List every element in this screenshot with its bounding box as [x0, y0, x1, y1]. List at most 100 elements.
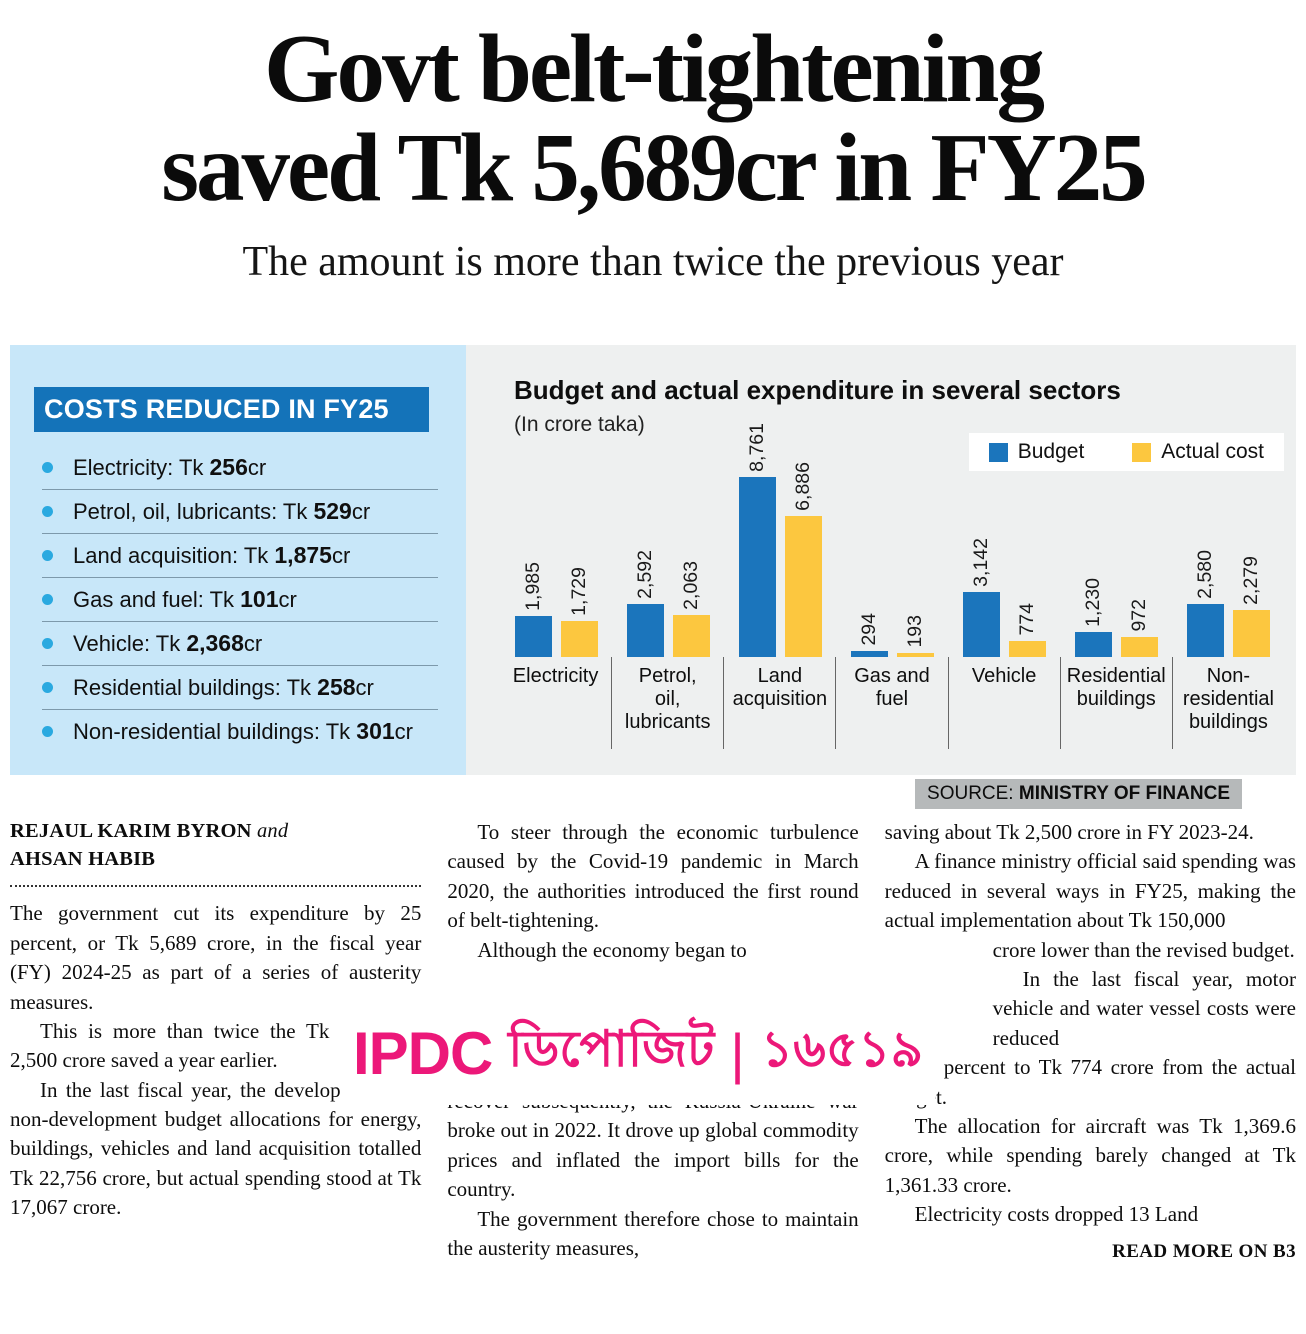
bar-with-label: 2,063 [672, 561, 710, 657]
bar-budget [962, 592, 1000, 657]
cost-item: Residential buildings: Tk 258cr [42, 666, 438, 710]
chart-subtitle: (In crore taka) [514, 413, 645, 436]
bullet-icon [42, 682, 53, 693]
legend-item-budget: Budget [988, 440, 1085, 464]
article-paragraph: by 75 percent to Tk 774 crore from the a… [885, 1055, 1296, 1108]
bar-actual-cost [1008, 641, 1046, 657]
article-paragraph: A finance ministry official said spendin… [884, 849, 1296, 933]
legend-item-actual-cost: Actual cost [1132, 440, 1264, 464]
bar-budget [850, 651, 888, 657]
bar-value-label: 972 [1127, 599, 1150, 632]
bullet-icon [42, 726, 53, 737]
article-paragraph: saving about Tk 2,500 crore in FY 2023-2… [884, 820, 1254, 844]
cost-text: Petrol, oil, lubricants: Tk 529cr [73, 498, 371, 524]
ad-bengali-word: ডিপোজিট [508, 1020, 715, 1077]
cost-item: Petrol, oil, lubricants: Tk 529cr [42, 490, 438, 534]
category-label: Petrol, oil, lubricants [611, 657, 723, 749]
bar-value-label: 2,279 [1239, 556, 1262, 605]
category-label: Residential buildings [1059, 657, 1172, 749]
ad-brand-text: IPDC [352, 1019, 493, 1087]
bar-actual-cost [560, 621, 598, 657]
bar-with-label: 1,985 [514, 562, 552, 657]
category-label: Gas and fuel [835, 657, 947, 749]
bar-budget [738, 477, 776, 657]
bullet-icon [42, 550, 53, 561]
bar-with-label: 2,279 [1232, 556, 1270, 657]
article-paragraph: This is more than twice the Tk 2,500 cro… [10, 1018, 330, 1073]
bar-with-label: 774 [1008, 603, 1046, 657]
bar-actual-cost [1120, 637, 1158, 657]
bar-with-label: 1,729 [560, 567, 598, 657]
category-label: Vehicle [947, 657, 1060, 749]
chart-panel: Budget and actual expenditure in several… [466, 345, 1296, 775]
article-column-3: saving about Tk 2,500 crore in FY 2023-2… [885, 818, 1296, 1266]
costs-list: Electricity: Tk 256cr Petrol, oil, lubri… [42, 446, 438, 753]
bar-value-label: 2,063 [679, 561, 702, 610]
bar-group: 1,985 1,729 [500, 562, 612, 657]
article-column-2: To steer through the economic turbulence… [447, 818, 858, 1266]
cost-text: Non-residential buildings: Tk 301cr [73, 718, 413, 744]
cost-text: Electricity: Tk 256cr [73, 454, 267, 480]
bar-with-label: 294 [850, 613, 888, 657]
cost-text: Gas and fuel: Tk 101cr [73, 586, 297, 612]
bar-group: 1,230 972 [1060, 578, 1172, 657]
bar-value-label: 1,985 [521, 562, 544, 611]
cost-item: Land acquisition: Tk 1,875cr [42, 534, 438, 578]
article-paragraph: The government cut its expenditure by 25… [10, 901, 422, 1014]
ad-bengali-number: ১৬৫১৯ [760, 1020, 924, 1077]
legend-swatch-actual-cost-icon [1132, 442, 1152, 462]
article-paragraph: In the last fiscal year, motor vehicle a… [992, 966, 1296, 1050]
byline-and: and [256, 820, 289, 842]
legend-swatch-budget-icon [988, 442, 1008, 462]
byline-name-2: AHSAN HABIB [10, 847, 156, 870]
bar-value-label: 3,142 [969, 538, 992, 587]
category-label: Land acquisition [723, 657, 835, 749]
cost-item: Non-residential buildings: Tk 301cr [42, 710, 438, 753]
bar-value-label: 774 [1015, 603, 1038, 636]
bar-with-label: 3,142 [962, 538, 1000, 657]
cost-text: Vehicle: Tk 2,368cr [73, 630, 263, 656]
byline-name-1: REJAUL KARIM BYRON [10, 820, 252, 842]
cost-text: Land acquisition: Tk 1,875cr [73, 542, 351, 568]
bar-group: 8,761 6,886 [724, 423, 836, 657]
bar-budget [1074, 632, 1112, 657]
bar-with-label: 1,230 [1074, 578, 1112, 657]
chart-plot: 1,985 1,729 2,592 2,063 8,761 6,886 294 193 3,14… [500, 407, 1284, 657]
bar-with-label: 2,592 [626, 550, 664, 657]
chart-legend: Budget Actual cost [968, 433, 1284, 471]
bar-value-label: 1,230 [1081, 578, 1104, 627]
chart-title: Budget and actual expenditure in several… [514, 375, 1121, 405]
bar-value-label: 193 [903, 615, 926, 648]
headline: Govt belt-tightening saved Tk 5,689cr in … [0, 19, 1306, 221]
bar-group: 3,142 774 [948, 538, 1060, 657]
bullet-icon [42, 462, 53, 473]
cost-item: Vehicle: Tk 2,368cr [42, 622, 438, 666]
bar-value-label: 6,886 [791, 462, 814, 511]
bar-actual-cost [784, 516, 822, 657]
bar-with-label: 972 [1120, 599, 1158, 657]
bullet-icon [42, 638, 53, 649]
article-paragraph: Electricity costs dropped 13 Land [914, 1202, 1199, 1227]
legend-label-budget: Budget [1017, 440, 1085, 463]
read-more-note: READ MORE ON B3 [1112, 1241, 1296, 1263]
cost-item: Electricity: Tk 256cr [42, 446, 438, 490]
bar-budget [1186, 604, 1224, 657]
bar-with-label: 2,580 [1186, 550, 1224, 657]
ad-separator: | [730, 1021, 745, 1085]
bar-with-label: 193 [896, 615, 934, 657]
bar-value-label: 8,761 [745, 423, 768, 472]
headline-line2: saved Tk 5,689cr in FY25 [161, 113, 1147, 221]
subheadline: The amount is more than twice the previo… [242, 238, 1064, 285]
cost-text: Residential buildings: Tk 258cr [73, 674, 374, 700]
source-prefix: SOURCE: [927, 783, 1019, 804]
chart-category-row: Electricity Petrol, oil, lubricants Land a… [500, 657, 1284, 749]
bar-budget [626, 604, 664, 657]
infographic-row: COSTS REDUCED IN FY25 Electricity: Tk 25… [10, 345, 1296, 775]
bar-value-label: 294 [857, 613, 880, 646]
category-label: Non- residential buildings [1171, 657, 1284, 749]
bar-group: 2,580 2,279 [1172, 550, 1284, 657]
ipdc-advertisement: IPDC ডিপোজিট | ১৬৫১৯ [341, 1001, 935, 1105]
costs-panel-title: COSTS REDUCED IN FY25 [34, 387, 429, 432]
bar-group: 2,592 2,063 [612, 550, 724, 657]
